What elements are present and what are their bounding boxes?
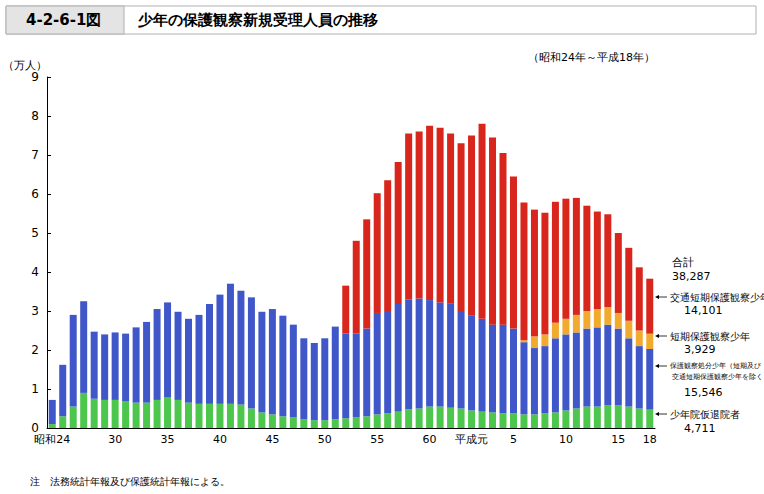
- svg-text:9: 9: [31, 70, 39, 84]
- svg-text:3: 3: [31, 304, 39, 318]
- svg-text:14,101: 14,101: [684, 304, 723, 317]
- svg-text:2: 2: [31, 343, 39, 357]
- svg-text:（昭和24年～平成18年）: （昭和24年～平成18年）: [528, 51, 655, 64]
- svg-text:15,546: 15,546: [684, 386, 723, 399]
- svg-text:60: 60: [423, 433, 437, 446]
- svg-text:30: 30: [108, 433, 122, 446]
- svg-text:18: 18: [643, 433, 657, 446]
- svg-text:交通短期保護観察少年を除く）: 交通短期保護観察少年を除く）: [672, 373, 764, 381]
- svg-text:4-2-6-1図: 4-2-6-1図: [26, 11, 101, 29]
- svg-text:1: 1: [31, 382, 39, 396]
- svg-text:50: 50: [318, 433, 332, 446]
- svg-text:少年院仮退院者: 少年院仮退院者: [670, 409, 740, 420]
- svg-text:4: 4: [31, 265, 39, 279]
- svg-text:保護観察処分少年（短期及び: 保護観察処分少年（短期及び: [670, 362, 762, 370]
- svg-text:交通短期保護観察少年: 交通短期保護観察少年: [670, 292, 764, 303]
- svg-text:38,287: 38,287: [672, 270, 711, 283]
- svg-text:合計: 合計: [672, 256, 694, 269]
- svg-text:5: 5: [510, 433, 517, 446]
- svg-text:7: 7: [31, 148, 39, 162]
- svg-text:6: 6: [31, 187, 39, 201]
- svg-text:5: 5: [31, 226, 39, 240]
- svg-text:0: 0: [31, 421, 39, 435]
- svg-text:注 法務統計年報及び保護統計年報による。: 注 法務統計年報及び保護統計年報による。: [30, 476, 230, 487]
- svg-text:8: 8: [31, 109, 39, 123]
- svg-text:45: 45: [265, 433, 279, 446]
- svg-text:55: 55: [370, 433, 384, 446]
- svg-text:15: 15: [611, 433, 625, 446]
- svg-text:4,711: 4,711: [684, 422, 716, 435]
- svg-text:平成元: 平成元: [455, 433, 488, 446]
- svg-text:3,929: 3,929: [684, 343, 716, 356]
- svg-text:短期保護観察少年: 短期保護観察少年: [670, 331, 750, 342]
- svg-text:35: 35: [161, 433, 175, 446]
- svg-text:少年の保護観察新規受理人員の推移: 少年の保護観察新規受理人員の推移: [138, 11, 378, 29]
- svg-text:10: 10: [559, 433, 573, 446]
- svg-text:（万人）: （万人）: [3, 59, 47, 72]
- svg-text:40: 40: [213, 433, 227, 446]
- svg-text:昭和24: 昭和24: [34, 433, 70, 446]
